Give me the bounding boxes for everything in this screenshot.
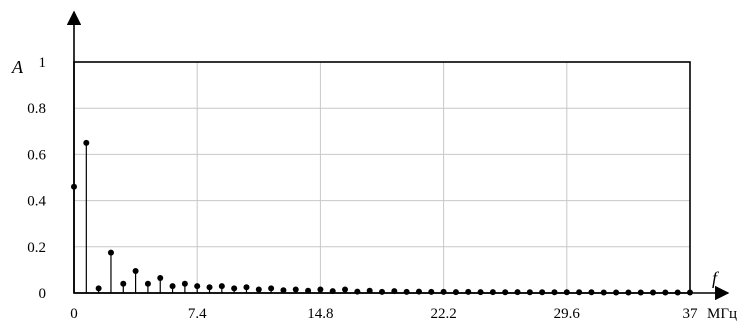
y-tick-label-2: 0.4: [27, 194, 46, 210]
stem-point-47: [650, 289, 657, 296]
stem-point-26: [391, 288, 398, 295]
plot-frame: [73, 61, 691, 294]
stem-point-8: [169, 283, 176, 290]
y-tick-label-0: 0: [39, 286, 47, 302]
stem-point-21: [329, 288, 336, 295]
stem-point-7: [157, 274, 164, 281]
y-tick-label-4: 0.8: [27, 101, 46, 117]
stem-point-42: [588, 289, 595, 296]
stem-point-0: [71, 183, 77, 190]
stem-point-27: [403, 288, 410, 295]
stem-point-18: [292, 286, 299, 293]
stem-point-41: [576, 289, 583, 296]
stem-point-24: [366, 287, 373, 294]
y-tick-label-5: 1: [39, 55, 47, 71]
stem-point-13: [231, 285, 238, 292]
x-tick-label-2: 14.8: [307, 306, 333, 322]
x-axis-label: f: [712, 268, 720, 288]
x-tick-label-5: 37: [683, 306, 699, 322]
stem-point-10: [194, 283, 201, 290]
stem-point-46: [637, 289, 644, 296]
stem-point-20: [317, 286, 324, 293]
stem-point-35: [502, 289, 509, 296]
stem-point-4: [120, 280, 127, 287]
stem-point-16: [268, 285, 275, 292]
stem-point-12: [218, 283, 225, 290]
stem-point-31: [452, 289, 459, 296]
stems: [71, 139, 693, 296]
stem-point-39: [551, 289, 558, 296]
stem-point-1: [83, 139, 90, 146]
grid: [74, 62, 690, 293]
stem-point-9: [181, 280, 188, 287]
stem-point-36: [514, 289, 521, 296]
stem-point-15: [255, 286, 262, 293]
stem-point-29: [428, 288, 435, 295]
stem-point-19: [305, 287, 312, 294]
stem-point-2: [95, 285, 102, 292]
stem-point-40: [563, 289, 570, 296]
stem-point-50: [687, 289, 693, 296]
stem-point-49: [674, 289, 681, 296]
stem-point-6: [144, 280, 151, 287]
x-tick-label-3: 22.2: [430, 306, 456, 322]
y-tick-labels: 0 0.2 0.4 0.6 0.8 1: [27, 55, 46, 302]
stem-point-17: [280, 287, 287, 294]
y-axis-label: A: [11, 57, 24, 77]
stem-point-11: [206, 284, 213, 291]
stem-point-48: [662, 289, 669, 296]
stem-point-30: [440, 288, 447, 295]
stem-point-33: [477, 289, 484, 296]
x-tick-label-1: 7.4: [188, 306, 207, 322]
x-tick-labels: 0 7.4 14.8 22.2 29.6 37: [70, 306, 698, 322]
stem-point-37: [526, 289, 533, 296]
stem-point-23: [354, 288, 361, 295]
stem-point-43: [600, 289, 607, 296]
y-tick-label-3: 0.6: [27, 147, 46, 163]
stem-point-34: [489, 289, 496, 296]
x-axis-unit: МГц: [707, 306, 737, 322]
stem-point-5: [132, 268, 139, 275]
stem-point-3: [107, 249, 114, 256]
stem-point-44: [613, 289, 620, 296]
stem-point-45: [625, 289, 632, 296]
stem-point-22: [342, 286, 349, 293]
x-tick-label-0: 0: [70, 306, 78, 322]
x-tick-label-4: 29.6: [554, 306, 581, 322]
stem-point-14: [243, 284, 250, 291]
stem-point-32: [465, 288, 472, 295]
stem-point-38: [539, 289, 546, 296]
stem-point-25: [379, 288, 385, 295]
stem-point-28: [415, 288, 422, 295]
y-tick-label-1: 0.2: [27, 240, 46, 256]
